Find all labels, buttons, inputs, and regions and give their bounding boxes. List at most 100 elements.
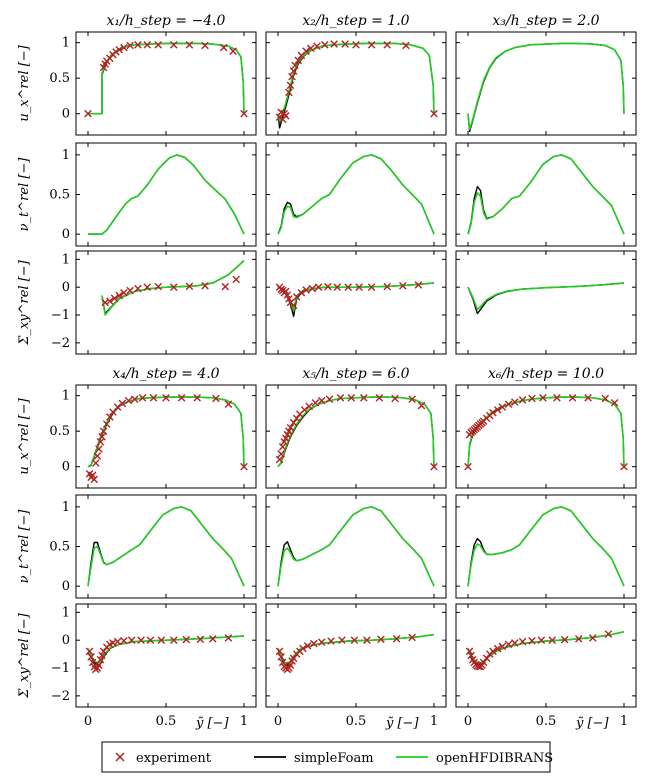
experiment-point xyxy=(106,413,114,421)
experiment-point xyxy=(110,294,119,303)
series-line-openHFDIBRANS xyxy=(88,154,245,235)
panel-ux-station-5 xyxy=(265,384,447,489)
experiment-point xyxy=(498,642,507,651)
experiment-point xyxy=(489,408,497,417)
experiment-point xyxy=(170,40,178,49)
experiment-point xyxy=(224,634,233,642)
panel-frame xyxy=(265,384,447,489)
panel-title-4: x₄/h_step = 4.0 xyxy=(112,366,219,382)
marker-stroke xyxy=(240,462,248,471)
experiment-point xyxy=(363,636,371,644)
experiment-point xyxy=(96,655,105,664)
marker-stroke xyxy=(286,423,295,432)
experiment-point xyxy=(134,284,142,293)
marker-stroke xyxy=(120,636,128,645)
experiment-point xyxy=(504,640,513,649)
marker-stroke xyxy=(170,40,178,49)
experiment-point xyxy=(286,81,295,90)
marker-stroke xyxy=(84,109,92,118)
experiment-point xyxy=(325,395,334,404)
y-axis-label-nut: ν_t^rel [−] xyxy=(17,157,32,232)
marker-stroke xyxy=(482,654,491,663)
marker-stroke xyxy=(115,291,123,300)
marker-stroke xyxy=(317,638,326,646)
panel-plot-area xyxy=(467,154,625,235)
y-tick-label: 0 xyxy=(62,227,70,242)
experiment-point xyxy=(402,41,410,50)
x-tick-label: 0 xyxy=(464,714,472,729)
marker-stroke xyxy=(383,40,391,49)
experiment-point xyxy=(120,43,128,52)
y-tick-label: 0 xyxy=(62,107,70,122)
experiment-point xyxy=(289,654,298,663)
panel-plot-area xyxy=(465,630,625,671)
marker-stroke xyxy=(282,112,290,120)
marker-stroke xyxy=(154,282,162,291)
marker-stroke xyxy=(232,275,240,284)
experiment-point xyxy=(324,282,332,291)
marker-stroke xyxy=(275,647,284,656)
marker-stroke xyxy=(131,395,139,404)
experiment-point xyxy=(539,393,547,402)
marker-stroke xyxy=(489,408,497,417)
experiment-point xyxy=(285,88,293,97)
y-tick-label: 0.5 xyxy=(49,188,70,203)
experiment-point xyxy=(344,283,352,291)
y-tick-label: 1 xyxy=(62,605,70,620)
series-line-openHFDIBRANS xyxy=(467,42,625,131)
experiment-point xyxy=(182,635,191,644)
marker-stroke xyxy=(604,630,613,638)
panel-ux-station-3 xyxy=(455,31,637,136)
marker-stroke xyxy=(511,639,519,647)
marker-stroke xyxy=(277,450,285,458)
marker-stroke xyxy=(305,402,313,411)
marker-stroke xyxy=(286,81,295,90)
marker-stroke xyxy=(146,636,155,644)
x-tick-label: 0.5 xyxy=(156,714,177,729)
experiment-point xyxy=(124,396,133,405)
experiment-point xyxy=(321,40,329,49)
marker-stroke xyxy=(574,635,583,643)
marker-stroke xyxy=(106,297,114,305)
marker-stroke xyxy=(193,393,201,402)
marker-stroke xyxy=(98,433,106,441)
experiment-point xyxy=(408,395,416,404)
experiment-point xyxy=(383,40,391,49)
marker-stroke xyxy=(95,661,103,670)
experiment-point xyxy=(177,393,186,402)
experiment-point xyxy=(277,450,285,458)
experiment-point xyxy=(465,647,474,656)
experiment-point xyxy=(589,634,597,642)
experiment-point xyxy=(157,636,166,644)
panel-plot-area xyxy=(87,506,245,587)
experiment-point xyxy=(291,61,299,70)
panel-frame xyxy=(455,384,637,489)
marker-stroke xyxy=(102,420,111,428)
experiment-point xyxy=(193,393,201,402)
marker-stroke xyxy=(377,635,385,644)
experiment-point xyxy=(330,40,338,48)
marker-stroke xyxy=(288,72,296,81)
experiment-point xyxy=(101,298,109,307)
marker-stroke xyxy=(325,395,334,404)
marker-stroke xyxy=(292,414,301,423)
marker-stroke xyxy=(417,401,426,410)
series-line-openHFDIBRANS xyxy=(87,506,245,587)
experiment-point xyxy=(317,638,326,646)
marker-stroke xyxy=(363,636,371,644)
panel-frame xyxy=(265,31,447,136)
panel-ux-station-6 xyxy=(455,384,637,489)
experiment-point xyxy=(336,393,345,402)
marker-stroke xyxy=(467,651,475,660)
marker-stroke xyxy=(341,40,349,48)
experiment-point xyxy=(196,635,205,644)
marker-stroke xyxy=(285,295,293,303)
marker-stroke xyxy=(283,291,292,299)
marker-stroke xyxy=(399,282,407,290)
experiment-point xyxy=(288,72,296,81)
marker-stroke xyxy=(98,651,106,660)
y-tick-label: −2 xyxy=(51,336,70,351)
marker-stroke xyxy=(330,40,338,48)
experiment-point xyxy=(93,452,102,460)
marker-stroke xyxy=(90,475,99,484)
